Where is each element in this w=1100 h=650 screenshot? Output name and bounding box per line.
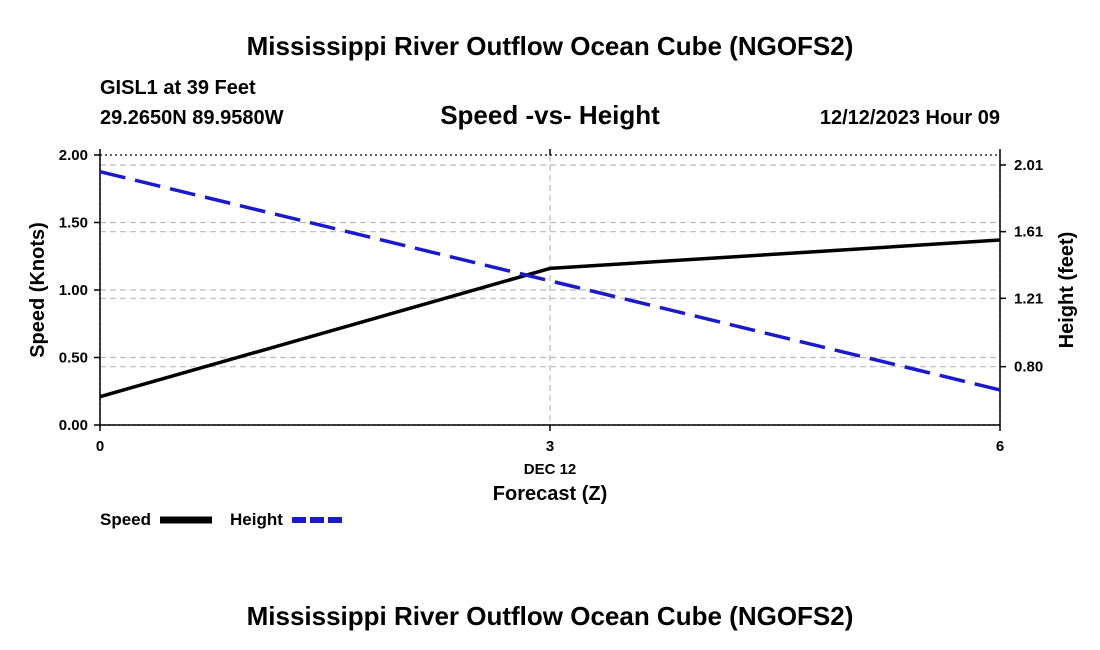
station-label: GISL1 at 39 Feet <box>100 77 256 99</box>
page-title: Mississippi River Outflow Ocean Cube (NG… <box>247 31 854 61</box>
legend: Speed Height <box>100 510 344 529</box>
height-series-line <box>99 169 1001 392</box>
footer-title: Mississippi River Outflow Ocean Cube (NG… <box>247 601 854 631</box>
y-tick-label: 0.00 <box>59 417 88 434</box>
datetime-label: 12/12/2023 Hour 09 <box>820 107 1000 129</box>
grid-lines <box>100 155 1000 425</box>
y2-tick-label: 1.61 <box>1014 224 1043 241</box>
x-tick-label: 0 <box>96 438 104 455</box>
y-tick-label: 1.00 <box>59 282 88 299</box>
y2-tick-label: 2.01 <box>1014 157 1043 174</box>
x-tick-label: 6 <box>996 438 1004 455</box>
y2-tick-label: 0.80 <box>1014 359 1043 376</box>
axis-ticks: 0.00 0.50 1.00 1.50 2.00 0.80 1.21 1.61 2.01 0 3 6 <box>59 147 1043 455</box>
series-lines <box>99 169 1001 399</box>
y2-tick-label: 1.21 <box>1014 290 1043 307</box>
x-axis-label: Forecast (Z) <box>493 483 607 505</box>
legend-height-label: Height <box>230 510 283 529</box>
x-date-label: DEC 12 <box>524 461 577 478</box>
y2-axis-label: Height (feet) <box>1056 232 1078 349</box>
y-tick-label: 2.00 <box>59 147 88 164</box>
legend-speed-label: Speed <box>100 510 151 529</box>
y-tick-label: 1.50 <box>59 215 88 232</box>
speed-series-line <box>99 238 1001 399</box>
coordinates-label: 29.2650N 89.9580W <box>100 107 284 129</box>
y-tick-label: 0.50 <box>59 350 88 367</box>
y-axis-label: Speed (Knots) <box>27 222 49 358</box>
chart-title: Speed -vs- Height <box>440 100 660 130</box>
x-tick-label: 3 <box>546 438 554 455</box>
